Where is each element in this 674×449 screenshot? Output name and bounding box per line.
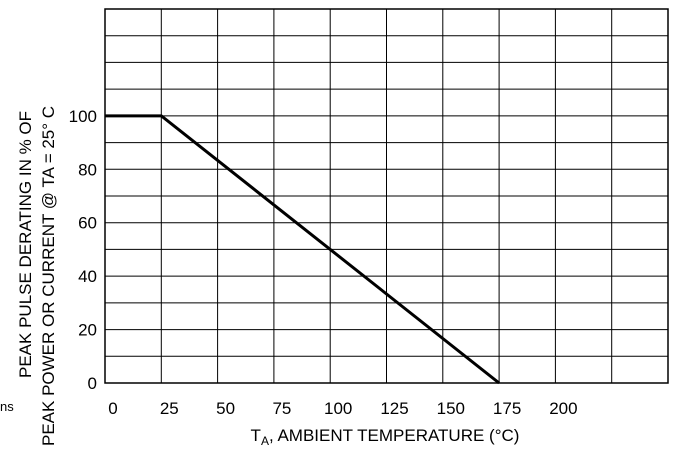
- x-tick-label: 50: [216, 399, 235, 418]
- y-tick-label: 0: [88, 374, 97, 393]
- x-tick-label: 25: [160, 399, 179, 418]
- x-tick-label: 200: [549, 399, 577, 418]
- y-tick-label: 80: [78, 160, 97, 179]
- x-tick-labels: 0 25 50 75 100 125 150 175 200: [108, 399, 577, 418]
- x-tick-label: 125: [380, 399, 408, 418]
- y-tick-label: 20: [78, 321, 97, 340]
- y-tick-labels: 0 20 40 60 80 100: [69, 107, 97, 393]
- derating-curve: [105, 114, 501, 385]
- x-tick-label: 150: [437, 399, 465, 418]
- x-tick-label: 0: [108, 399, 117, 418]
- x-axis-label: TA, AMBIENT TEMPERATURE (°C): [251, 426, 520, 448]
- x-tick-label: 100: [324, 399, 352, 418]
- x-tick-label: 175: [493, 399, 521, 418]
- left-edge-text-fragment: ns: [0, 399, 14, 414]
- plot-border: [104, 8, 669, 384]
- y-axis-label-line-2: PEAK POWER OR CURRENT @ TA = 25° C: [39, 106, 58, 446]
- y-tick-label: 40: [78, 267, 97, 286]
- y-tick-label: 100: [69, 107, 97, 126]
- grid-lines: [105, 9, 668, 383]
- y-axis-label-line-1: PEAK PULSE DERATING IN % OF: [16, 111, 35, 378]
- y-tick-label: 60: [78, 214, 97, 233]
- x-tick-label: 75: [272, 399, 291, 418]
